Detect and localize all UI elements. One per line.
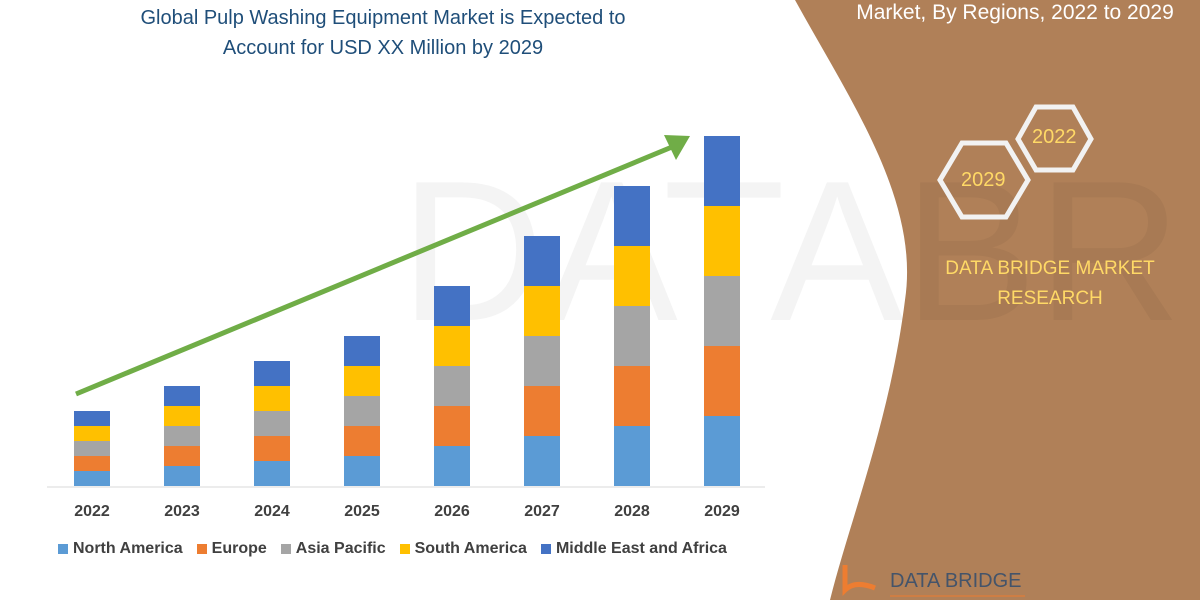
- bar-segment-2022-3: [74, 426, 110, 441]
- x-tick-label: 2027: [524, 503, 560, 520]
- logo-icon: [842, 565, 876, 597]
- legend-item: Middle East and Africa: [540, 540, 727, 558]
- title-line-2: Account for USD XX Million by 2029: [222, 37, 544, 59]
- bar-segment-2025-1: [344, 426, 380, 456]
- hex-label-2029: 2029: [961, 169, 1006, 191]
- brown-panel: [795, 0, 1200, 600]
- brand-line-2: RESEARCH: [997, 288, 1103, 309]
- legend-item: South America: [399, 540, 527, 558]
- bar-segment-2025-3: [344, 366, 380, 396]
- bar-segment-2023-1: [164, 446, 200, 466]
- x-tick-label: 2023: [164, 503, 200, 520]
- x-tick-label: 2026: [434, 503, 470, 520]
- panel-subtitle: Market, By Regions, 2022 to 2029: [856, 1, 1174, 24]
- bar-segment-2028-1: [614, 366, 650, 426]
- legend-label: Asia Pacific: [295, 540, 386, 557]
- brand-line-1: DATA BRIDGE MARKET: [945, 258, 1155, 279]
- bar-segment-2024-4: [254, 361, 290, 386]
- bar-segment-2029-0: [704, 416, 740, 486]
- bar-segment-2029-1: [704, 346, 740, 416]
- brand-text: DATA BRIDGE MARKET RESEARCH: [915, 254, 1185, 314]
- x-tick-label: 2029: [704, 503, 740, 520]
- x-tick-label: 2028: [614, 503, 650, 520]
- bar-segment-2028-3: [614, 246, 650, 306]
- legend-label: North America: [73, 540, 183, 557]
- legend-swatch: [58, 544, 68, 554]
- bar-segment-2027-2: [524, 336, 560, 386]
- x-tick-label: 2022: [74, 503, 110, 520]
- bar-segment-2028-2: [614, 306, 650, 366]
- bar-segment-2027-0: [524, 436, 560, 486]
- bar-segment-2024-2: [254, 411, 290, 436]
- trend-arrow: [75, 144, 673, 397]
- hex-2022: [1015, 104, 1094, 173]
- bar-segment-2025-2: [344, 396, 380, 426]
- legend-item: Asia Pacific: [280, 540, 386, 558]
- legend-swatch: [196, 544, 207, 554]
- bar-segment-2026-3: [434, 326, 470, 366]
- bar-segment-2029-4: [704, 136, 740, 206]
- bar-segment-2023-4: [164, 386, 200, 406]
- bar-segment-2029-2: [704, 276, 740, 346]
- legend-item: North America: [58, 540, 183, 558]
- bar-segment-2028-0: [614, 426, 650, 486]
- chart-title: Global Pulp Washing Equipment Market is …: [60, 3, 706, 63]
- hex-label-2022: 2022: [1032, 126, 1077, 148]
- logo-text: DATA BRIDGE: [890, 570, 1022, 592]
- bar-segment-2025-4: [344, 336, 380, 366]
- bar-segment-2025-0: [344, 456, 380, 486]
- bar-segment-2026-1: [434, 406, 470, 446]
- legend-label: Europe: [211, 540, 267, 557]
- bar-segment-2022-1: [74, 456, 110, 471]
- bar-segment-2029-3: [704, 206, 740, 276]
- bar-segment-2022-4: [74, 411, 110, 426]
- bar-segment-2022-0: [74, 471, 110, 486]
- bar-segment-2026-0: [434, 446, 470, 486]
- bar-segment-2024-0: [254, 461, 290, 486]
- bar-segment-2023-3: [164, 406, 200, 426]
- legend-label: South America: [414, 540, 527, 557]
- bar-segment-2027-1: [524, 386, 560, 436]
- bar-segment-2023-0: [164, 466, 200, 486]
- bar-segment-2027-4: [524, 236, 560, 286]
- bar-segment-2026-2: [434, 366, 470, 406]
- x-tick-label: 2024: [254, 503, 290, 520]
- bar-segment-2023-2: [164, 426, 200, 446]
- legend-label: Middle East and Africa: [555, 540, 727, 557]
- bar-segment-2024-1: [254, 436, 290, 461]
- trend-arrowhead: [664, 135, 690, 160]
- title-line-1: Global Pulp Washing Equipment Market is …: [140, 7, 626, 29]
- legend-swatch: [399, 544, 410, 554]
- bar-segment-2027-3: [524, 286, 560, 336]
- legend-swatch: [540, 544, 551, 554]
- bar-segment-2026-4: [434, 286, 470, 326]
- bar-segment-2022-2: [74, 441, 110, 456]
- legend-swatch: [280, 544, 291, 554]
- bar-segment-2024-3: [254, 386, 290, 411]
- x-tick-label: 2025: [344, 503, 380, 520]
- bar-segment-2028-4: [614, 186, 650, 246]
- hex-2029: [937, 140, 1031, 220]
- legend-item: Europe: [196, 540, 267, 558]
- legend: North America Europe Asia Pacific South Ame…: [58, 540, 727, 558]
